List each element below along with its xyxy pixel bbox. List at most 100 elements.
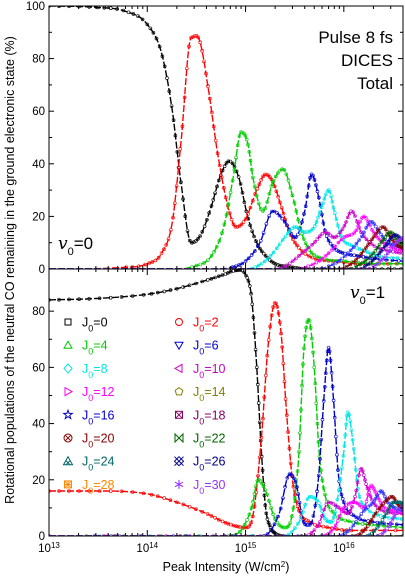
data-point: [220, 273, 225, 277]
data-point: [373, 489, 378, 494]
data-point: [238, 529, 242, 534]
data-point: [384, 242, 389, 246]
data-point: [364, 482, 368, 487]
data-point: [258, 246, 262, 251]
data-point: [370, 228, 374, 232]
data-point: [346, 251, 350, 255]
data-point: [331, 515, 336, 520]
data-point: [312, 177, 317, 182]
data-point: [354, 515, 359, 520]
data-point: [333, 510, 337, 515]
data-point: [278, 200, 282, 205]
data-point: [336, 233, 341, 237]
data-point: [202, 59, 206, 64]
data-point: [399, 517, 403, 521]
data-point: [259, 435, 264, 440]
data-point: [256, 473, 260, 478]
data-point: [297, 508, 301, 513]
data-point: [324, 358, 329, 363]
legend-label: J0=8: [82, 362, 108, 380]
top-panel: 0 20 40 60 80 100 Pulse 8 fs DICES Total v0=0: [26, 1, 404, 276]
data-point: [255, 382, 260, 387]
data-point: [321, 486, 326, 490]
data-point: [96, 6, 100, 10]
data-point: [169, 104, 174, 108]
data-point: [344, 220, 348, 224]
data-point: [296, 534, 300, 536]
data-point: [251, 514, 255, 519]
data-point: [253, 347, 258, 352]
data-point: [338, 477, 343, 482]
data-point: [354, 488, 359, 493]
data-point: [215, 151, 220, 156]
data-point: [282, 168, 287, 172]
data-point: [373, 267, 378, 269]
data-point: [391, 508, 396, 513]
data-point: [310, 242, 314, 247]
data-point: [93, 534, 97, 536]
data-point: [276, 263, 280, 267]
data-point: [194, 507, 198, 512]
data-point: [350, 437, 355, 442]
data-point: [224, 213, 229, 217]
data-point: [345, 413, 349, 418]
legend-entry-j016: J0=16: [62, 408, 115, 426]
data-point: [300, 229, 305, 234]
data-point: [360, 522, 365, 526]
data-point: [77, 297, 81, 302]
data-point: [315, 421, 320, 426]
data-point: [375, 493, 380, 498]
data-point: [159, 534, 164, 536]
data-point: [333, 434, 338, 439]
data-point: [316, 440, 321, 444]
data-point: [269, 313, 274, 318]
data-point: [314, 183, 318, 187]
data-point: [354, 258, 358, 262]
data-point: [247, 512, 252, 517]
data-point: [121, 8, 126, 13]
data-point: [130, 490, 135, 494]
series-line-top-j016: [49, 220, 403, 269]
data-point: [305, 194, 310, 199]
data-point: [371, 251, 376, 255]
data-point: [182, 95, 187, 100]
data-point: [226, 159, 231, 164]
data-point: [261, 209, 265, 213]
data-point: [328, 241, 333, 246]
data-point: [262, 395, 267, 400]
data-point: [143, 262, 147, 267]
data-point: [226, 202, 231, 206]
data-point: [368, 220, 373, 224]
annotation-v0-top: v0=0: [58, 234, 93, 258]
data-point: [147, 261, 152, 265]
data-point: [87, 6, 91, 9]
data-point: [389, 246, 394, 251]
data-point: [343, 254, 347, 258]
data-point: [366, 256, 371, 261]
data-point: [67, 297, 71, 302]
data-point: [157, 44, 162, 49]
data-point: [267, 192, 272, 196]
data-point: [379, 508, 384, 512]
data-point: [209, 276, 214, 281]
data-point: [384, 511, 389, 516]
data-point: [324, 502, 329, 507]
data-point: [269, 505, 273, 510]
legend-label: J0=20: [82, 432, 115, 450]
data-point: [208, 96, 212, 101]
data-point: [396, 258, 401, 263]
data-point: [287, 532, 291, 536]
data-point: [379, 240, 384, 244]
data-point: [320, 256, 325, 261]
data-point: [194, 281, 198, 286]
legend-marker-circle-x: [63, 433, 73, 443]
data-point: [366, 262, 370, 267]
data-point: [185, 229, 190, 233]
data-point: [390, 255, 394, 260]
data-point: [354, 520, 358, 524]
data-point: [202, 224, 207, 229]
data-point: [294, 235, 298, 239]
data-point: [164, 243, 168, 247]
data-point: [378, 521, 383, 525]
data-point: [267, 214, 272, 218]
